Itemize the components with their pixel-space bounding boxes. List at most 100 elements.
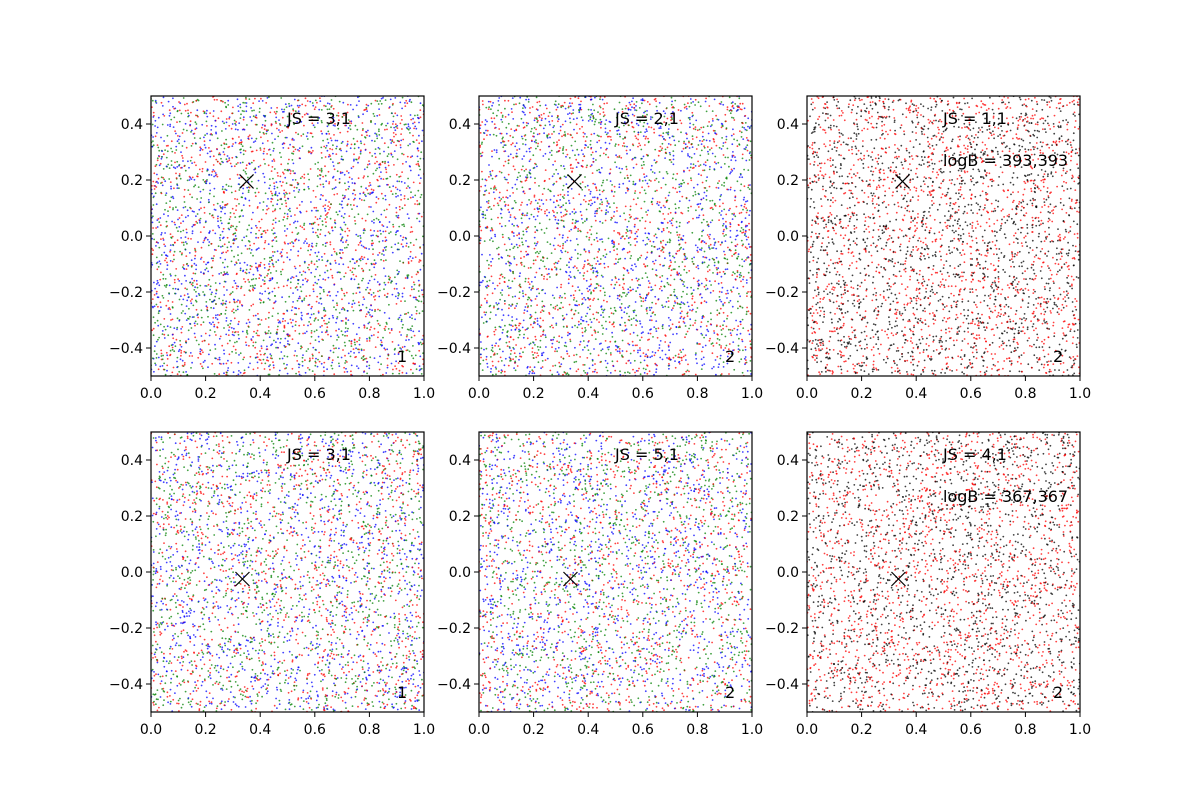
- scatter-point: [270, 123, 273, 125]
- scatter-point: [218, 226, 221, 229]
- scatter-point: [331, 148, 334, 151]
- scatter-point: [343, 114, 345, 117]
- scatter-point: [243, 356, 246, 359]
- scatter-point: [349, 147, 352, 150]
- scatter-point: [656, 202, 658, 205]
- scatter-point: [613, 185, 616, 188]
- scatter-point: [304, 240, 306, 243]
- scatter-point: [567, 282, 570, 285]
- scatter-point: [176, 121, 178, 123]
- scatter-point: [324, 156, 327, 158]
- scatter-point: [563, 194, 566, 196]
- scatter-point: [171, 301, 174, 303]
- scatter-point: [165, 202, 168, 205]
- scatter-point: [304, 104, 307, 107]
- scatter-point: [479, 146, 481, 148]
- scatter-point: [163, 213, 165, 216]
- scatter-point: [406, 334, 408, 336]
- scatter-point: [252, 115, 255, 118]
- scatter-point: [298, 307, 300, 310]
- scatter-point: [589, 204, 592, 207]
- scatter-point: [316, 234, 319, 237]
- scatter-point: [241, 239, 244, 242]
- scatter-point: [237, 362, 240, 364]
- scatter-point: [249, 290, 252, 292]
- scatter-point: [356, 205, 358, 208]
- scatter-point: [336, 271, 339, 274]
- scatter-point: [599, 106, 602, 109]
- scatter-point: [217, 358, 219, 361]
- scatter-point: [415, 139, 418, 142]
- scatter-point: [730, 159, 733, 162]
- scatter-point: [379, 324, 381, 327]
- scatter-point: [495, 114, 498, 117]
- scatter-point: [655, 236, 658, 239]
- scatter-point: [740, 136, 743, 138]
- scatter-point: [206, 170, 209, 172]
- scatter-point: [610, 283, 613, 286]
- scatter-point: [647, 238, 650, 241]
- scatter-point: [286, 124, 289, 126]
- scatter-point: [347, 327, 349, 330]
- scatter-point: [342, 349, 344, 351]
- scatter-point: [253, 109, 255, 112]
- scatter-point: [586, 312, 589, 315]
- scatter-point: [266, 140, 269, 142]
- scatter-point: [499, 356, 502, 359]
- scatter-point: [541, 334, 544, 336]
- scatter-point: [165, 156, 168, 159]
- scatter-point: [173, 187, 175, 190]
- scatter-point: [311, 353, 314, 356]
- scatter-point: [668, 159, 671, 161]
- scatter-point: [636, 279, 639, 282]
- scatter-point: [177, 138, 180, 141]
- scatter-point: [325, 221, 327, 224]
- scatter-point: [214, 125, 217, 128]
- scatter-point: [719, 354, 722, 357]
- scatter-point: [381, 240, 384, 242]
- scatter-point: [352, 137, 355, 140]
- scatter-point: [410, 354, 413, 357]
- scatter-point: [260, 345, 263, 347]
- scatter-point: [654, 284, 657, 287]
- scatter-point: [320, 152, 323, 154]
- scatter-point: [586, 164, 588, 167]
- scatter-point: [591, 264, 593, 267]
- scatter-point: [327, 211, 329, 214]
- scatter-point: [367, 311, 370, 313]
- scatter-point: [154, 321, 157, 324]
- scatter-point: [226, 369, 229, 372]
- scatter-point: [207, 270, 210, 273]
- scatter-point: [491, 150, 493, 153]
- scatter-point: [308, 321, 310, 323]
- scatter-point: [259, 164, 262, 167]
- scatter-point: [599, 123, 602, 125]
- scatter-point: [210, 293, 213, 296]
- scatter-point: [336, 139, 339, 142]
- scatter-point: [317, 161, 319, 164]
- scatter-point: [176, 209, 179, 212]
- scatter-point: [419, 157, 422, 160]
- scatter-point: [576, 132, 578, 135]
- scatter-point: [210, 257, 213, 260]
- scatter-point: [284, 199, 287, 202]
- scatter-point: [264, 290, 267, 293]
- scatter-point: [410, 368, 412, 371]
- scatter-point: [163, 251, 166, 254]
- scatter-point: [749, 140, 752, 143]
- scatter-point: [183, 140, 186, 143]
- scatter-point: [178, 101, 180, 103]
- scatter-point: [186, 102, 188, 105]
- scatter-point: [272, 361, 274, 364]
- scatter-point: [402, 236, 405, 239]
- scatter-point: [250, 107, 253, 109]
- scatter-point: [505, 249, 508, 252]
- scatter-point: [283, 212, 286, 215]
- scatter-point: [628, 315, 631, 318]
- scatter-point: [525, 168, 527, 171]
- scatter-point: [325, 225, 327, 228]
- scatter-point: [637, 145, 639, 148]
- scatter-point: [408, 338, 410, 341]
- scatter-point: [644, 272, 647, 274]
- scatter-point: [368, 321, 371, 324]
